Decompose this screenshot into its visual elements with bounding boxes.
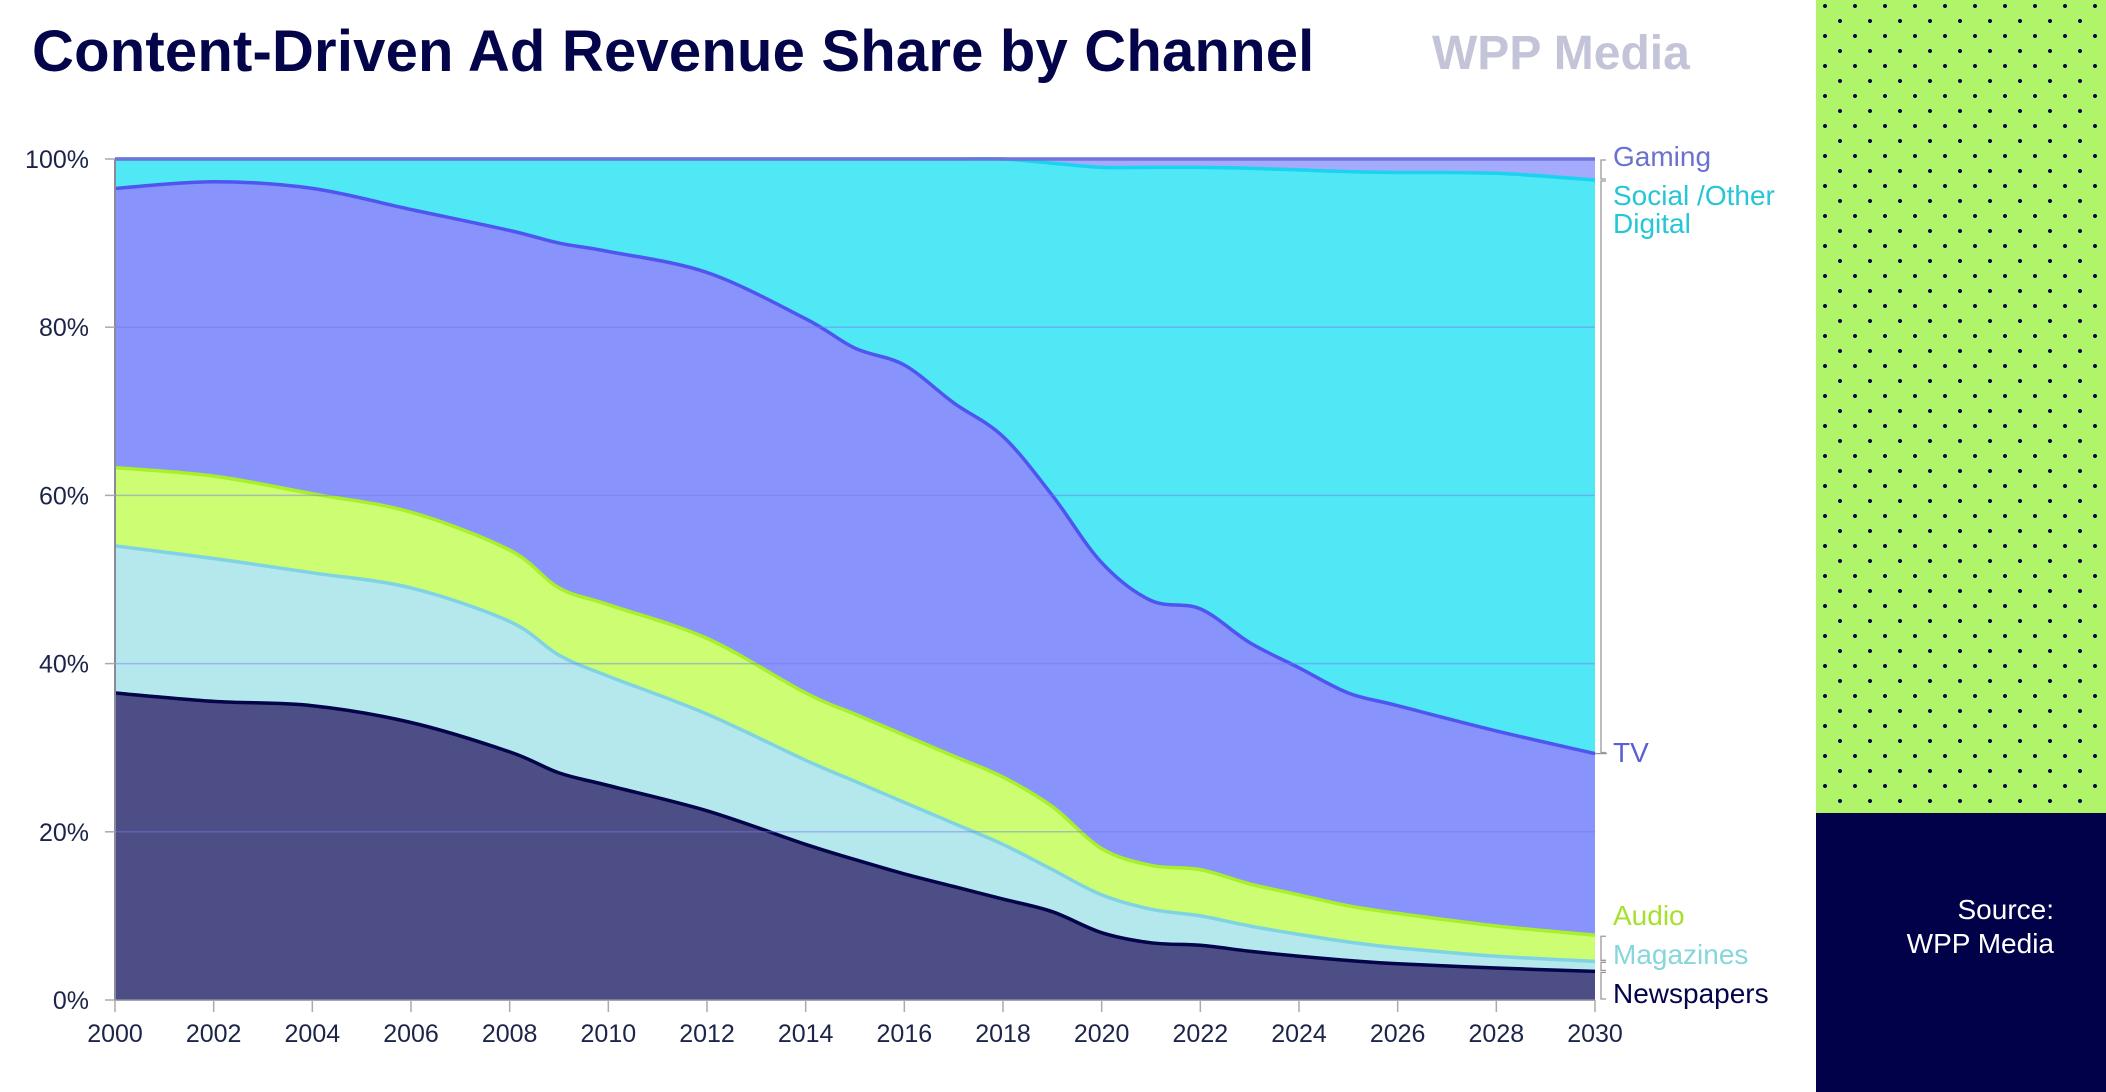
label-audio: Audio: [1613, 900, 1685, 931]
gridlines: [115, 326, 1595, 833]
y-axis-ticks: 0% 20% 40% 60% 80% 100%: [25, 146, 115, 1015]
source-text: Source: WPP Media: [1907, 893, 2054, 961]
x-axis-ticks: 2000 2002 2004 2006 2008 2010 2012 2014 2016 2018…: [87, 1000, 1623, 1048]
area-newspapers: [115, 693, 1595, 1000]
label-bracket-magazines: [1600, 961, 1606, 972]
decorative-dot-pattern: [1816, 0, 2106, 813]
x-tick-label: 2016: [877, 1020, 933, 1048]
y-tick-label: 60%: [39, 482, 89, 510]
x-tick-label: 2028: [1469, 1020, 1525, 1048]
label-bracket-newspapers: [1600, 971, 1606, 1000]
area-tv: [115, 181, 1595, 936]
x-tick-label: 2014: [778, 1020, 834, 1048]
area-social-other-digital: [115, 158, 1595, 754]
y-tick-label: 0%: [53, 987, 89, 1015]
x-tick-label: 2020: [1074, 1020, 1130, 1048]
brand-logo: WPP Media: [1432, 27, 1690, 80]
label-bracket-gaming: [1600, 159, 1606, 180]
label-bracket-audio: [1600, 935, 1606, 961]
x-tick-label: 2012: [679, 1020, 735, 1048]
x-tick-label: 2000: [87, 1020, 143, 1048]
line-newspapers: [114, 691, 1596, 974]
label-newspapers: Newspapers: [1613, 978, 1769, 1009]
y-tick-label: 20%: [39, 819, 89, 847]
x-tick-label: 2026: [1370, 1020, 1426, 1048]
series-end-labels: Gaming Social /Other Digital TV Audio Magazin…: [1595, 141, 1775, 1009]
line-audio: [114, 465, 1596, 937]
label-social-other-digital: Social /Other Digital: [1613, 180, 1775, 239]
x-tick-label: 2002: [186, 1020, 242, 1048]
x-tick-label: 2030: [1567, 1020, 1623, 1048]
label-tv: TV: [1613, 737, 1649, 768]
x-tick-label: 2022: [1173, 1020, 1229, 1048]
x-tick-label: 2024: [1271, 1020, 1327, 1048]
source-label: Source:: [1957, 894, 2055, 925]
line-tv: [114, 179, 1596, 756]
y-tick-label: 100%: [25, 146, 89, 174]
x-tick-label: 2004: [285, 1020, 341, 1048]
label-magazines: Magazines: [1613, 939, 1748, 970]
stacked-area-chart: 0%20%40%60%80%100% 2000 2002 2004 2006 2008 2…: [25, 141, 1775, 1048]
x-tick-label: 2010: [581, 1020, 637, 1048]
label-gaming: Gaming: [1613, 141, 1711, 172]
label-bracket-social-other-digital: [1600, 180, 1606, 754]
area-gaming: [115, 158, 1595, 181]
chart-title: Content-Driven Ad Revenue Share by Chann…: [32, 19, 1315, 84]
y-tick-label: 80%: [39, 314, 89, 342]
x-tick-label: 2006: [383, 1020, 439, 1048]
x-tick-label: 2018: [975, 1020, 1031, 1048]
axes: [114, 158, 1595, 1001]
source-panel: Source: WPP Media: [1816, 813, 2106, 1092]
x-tick-label: 2008: [482, 1020, 538, 1048]
y-tick-label: 40%: [39, 651, 89, 679]
source-value: WPP Media: [1906, 928, 2054, 959]
area-layers: [115, 158, 1595, 1000]
line-magazines: [114, 544, 1596, 964]
area-magazines: [115, 545, 1595, 972]
